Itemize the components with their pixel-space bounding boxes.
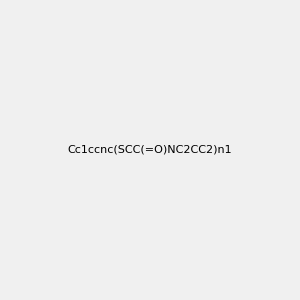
Text: Cc1ccnc(SCC(=O)NC2CC2)n1: Cc1ccnc(SCC(=O)NC2CC2)n1 xyxy=(68,145,232,155)
